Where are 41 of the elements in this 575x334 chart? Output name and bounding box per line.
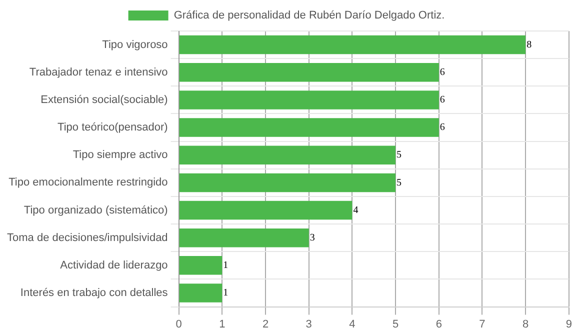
y-tick-label: Tipo emocionalmente restringido	[8, 176, 168, 189]
data-label: 1	[223, 288, 228, 299]
bar	[179, 90, 439, 110]
y-tick-label: Tipo vigoroso	[102, 38, 168, 51]
bar	[179, 118, 439, 137]
data-label: 4	[353, 204, 358, 216]
legend-label: Gráfica de personalidad de Rubén Darío Delgado Ortiz.	[174, 10, 445, 22]
y-tick-label: Tipo siempre activo	[72, 149, 168, 162]
bar	[179, 35, 526, 54]
x-tick-label: 5	[392, 318, 399, 330]
data-label: 3	[310, 232, 315, 244]
x-tick-label: 0	[176, 318, 182, 330]
x-tick-label: 4	[349, 318, 356, 330]
x-tick-label: 8	[522, 318, 529, 330]
data-label: 5	[396, 150, 402, 161]
x-tick-label: 9	[566, 318, 572, 330]
data-label: 6	[440, 122, 445, 134]
bar	[179, 200, 352, 220]
x-tick-label: 3	[306, 318, 312, 330]
x-tick-label: 6	[436, 318, 442, 330]
x-tick-label: 1	[219, 318, 226, 330]
data-label: 1	[223, 260, 228, 272]
data-label: 8	[526, 39, 532, 50]
data-label: 6	[440, 66, 445, 78]
y-tick-label: Trabajador tenaz e intensivo	[29, 66, 168, 78]
bar	[179, 62, 439, 82]
bar	[179, 256, 222, 275]
data-label: 6	[440, 94, 445, 106]
y-tick-label: Tipo organizado (sistemático)	[24, 204, 168, 216]
y-tick-label: Extensión social(sociable)	[40, 94, 168, 106]
x-tick-label: 7	[479, 318, 486, 330]
y-tick-label: Toma de decisiones/impulsividad	[6, 232, 168, 244]
data-label: 5	[396, 177, 402, 188]
bar	[179, 228, 309, 248]
bar	[179, 284, 222, 302]
y-tick-label: Tipo teórico(pensador)	[58, 122, 168, 134]
bar	[179, 173, 396, 192]
x-tick-label: 2	[262, 318, 269, 330]
y-tick-label: Actividad de liderazgo	[60, 259, 168, 272]
y-tick-label: Interés en trabajo con detalles	[20, 287, 168, 300]
bar	[179, 146, 396, 164]
